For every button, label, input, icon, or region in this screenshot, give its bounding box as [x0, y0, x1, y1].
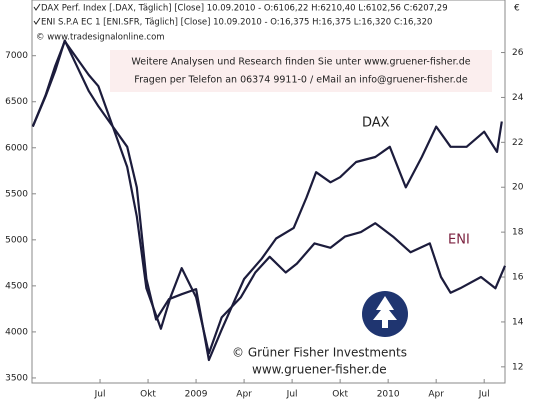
y2-tick-label: 26 — [512, 48, 524, 58]
legend-entry: ENI S.P.A EC 1 [ENI.SFR, Täglich] [Close… — [41, 18, 432, 28]
x-tick-label: 2009 — [185, 390, 208, 400]
legend-check — [33, 17, 41, 25]
y-tick-label: 4000 — [5, 327, 28, 337]
series-line — [31, 40, 507, 355]
copyright: © Grüner Fisher Investments — [232, 346, 407, 360]
x-tick-label: Jul — [478, 390, 490, 400]
y-tick-label: 6000 — [5, 143, 28, 153]
logo-tree — [373, 296, 397, 328]
plot-frame — [31, 0, 506, 384]
logo — [362, 291, 408, 337]
y2-axis-label: € — [514, 4, 520, 14]
y2-tick-label: 22 — [512, 138, 523, 148]
source: © www.tradesignalonline.com — [36, 33, 165, 43]
y2-tick-label: 24 — [512, 93, 524, 103]
y-tick-label: 6500 — [5, 97, 28, 107]
series-label: DAX — [362, 116, 390, 131]
x-tick-label: Jul — [286, 390, 298, 400]
series-line — [31, 39, 503, 362]
y2-tick-label: 16 — [512, 273, 524, 283]
x-tick-label: Okt — [332, 390, 348, 400]
y-tick-label: 7000 — [5, 51, 28, 61]
y-tick-label: 3500 — [5, 373, 28, 383]
info-box — [110, 50, 492, 92]
x-tick-label: Apr — [428, 390, 444, 400]
legend: DAX Perf. Index [.DAX, Täglich] [Close] … — [33, 3, 448, 28]
y-tick-label: 5000 — [5, 235, 28, 245]
info-text: Weitere Analysen und Research finden Sie… — [131, 57, 470, 68]
y2-tick-label: 14 — [512, 317, 524, 327]
x-tick-label: Okt — [140, 390, 156, 400]
y2-tick-label: 12 — [512, 362, 523, 372]
x-tick-label: Apr — [236, 390, 252, 400]
series-label: ENI — [448, 233, 470, 248]
legend-check — [33, 3, 41, 11]
info-text: Fragen per Telefon an 06374 9911-0 / eMa… — [134, 75, 468, 86]
grid — [32, 52, 505, 383]
y-tick-label: 5500 — [5, 189, 28, 199]
x-tick-label: 2010 — [377, 390, 400, 400]
x-tick-label: Jul — [94, 390, 106, 400]
y2-tick-label: 20 — [512, 183, 524, 193]
website: www.gruener-fisher.de — [252, 363, 387, 377]
series-lines — [31, 39, 507, 362]
y-tick-label: 4500 — [5, 281, 28, 291]
y2-tick-label: 18 — [512, 228, 524, 238]
legend-entry: DAX Perf. Index [.DAX, Täglich] [Close] … — [41, 4, 448, 14]
